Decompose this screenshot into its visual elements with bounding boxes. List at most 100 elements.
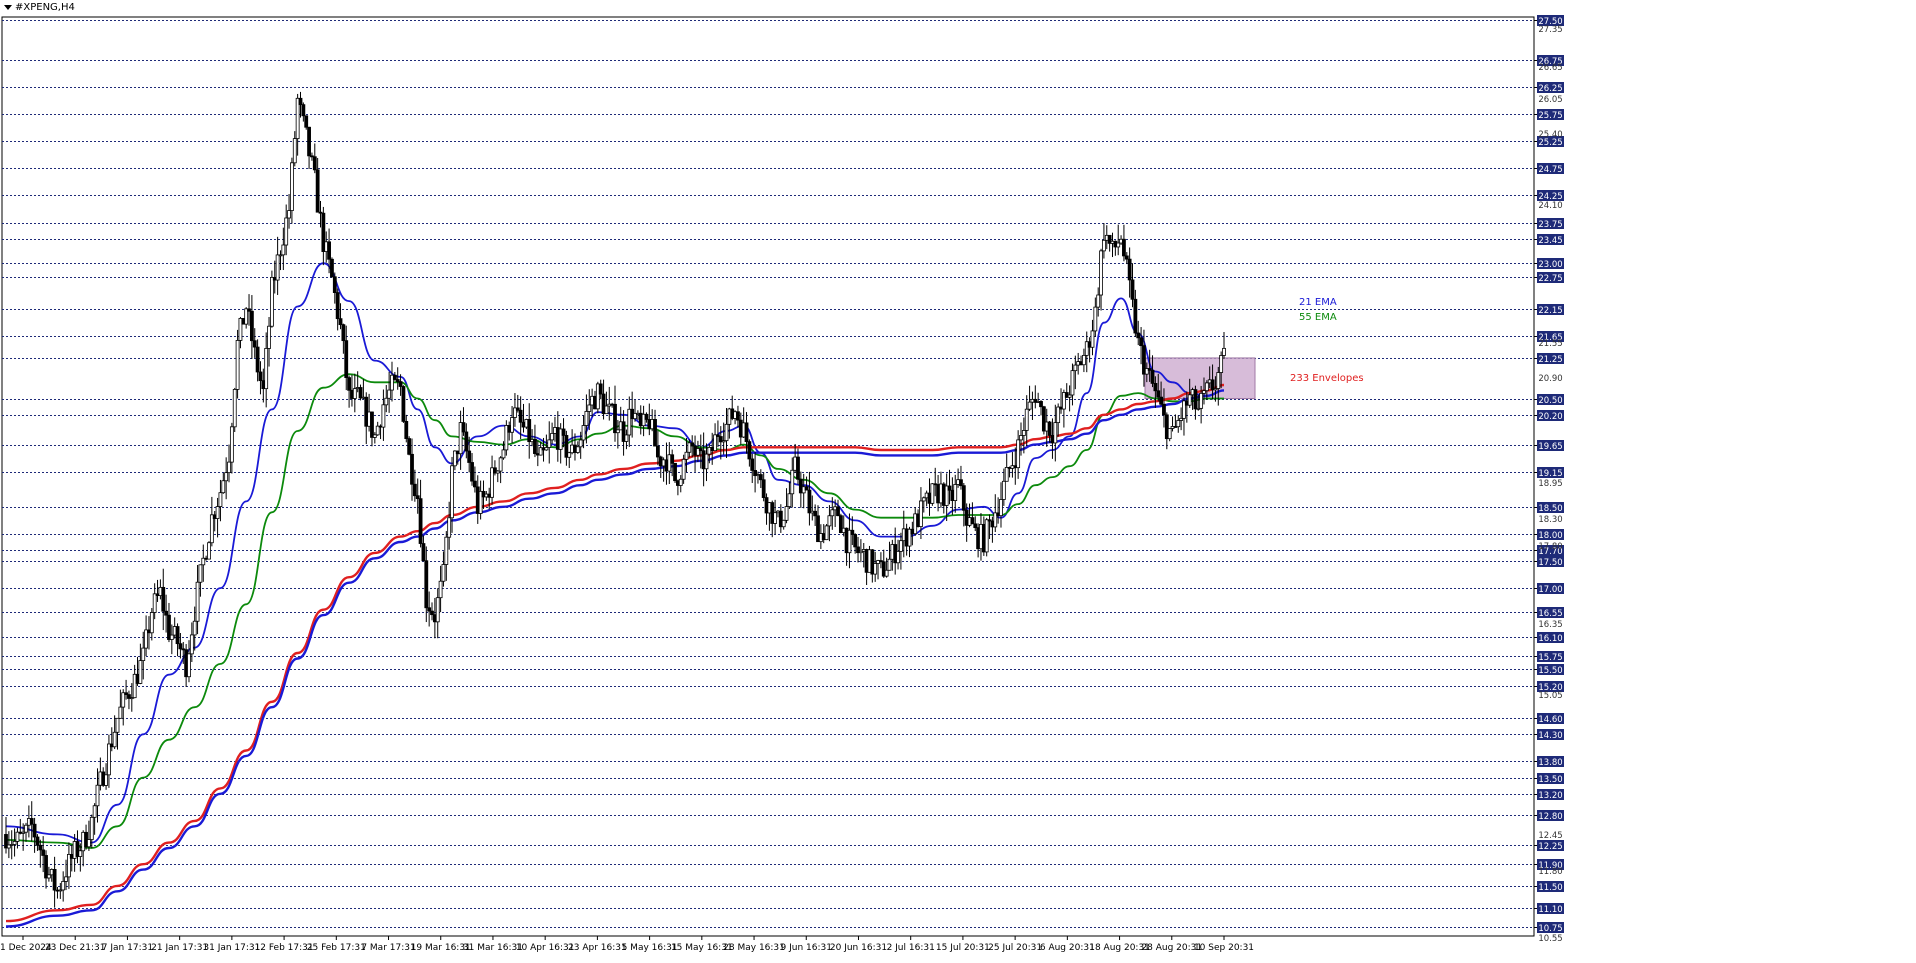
candle-body (1156, 390, 1161, 398)
candle-body (781, 519, 786, 528)
price-label-box (1537, 881, 1564, 892)
y-tick-label: 24.10 (1538, 201, 1562, 211)
candle-body (513, 407, 517, 418)
price-label-box (1537, 651, 1564, 662)
candle-body (1182, 400, 1186, 419)
candle-body (716, 434, 720, 437)
candle-body (504, 425, 509, 451)
y-tick-label: 15.20 (1538, 683, 1562, 693)
candle-body (441, 564, 446, 582)
candle-body (144, 629, 148, 649)
candle-body (1027, 401, 1032, 410)
candle-body (264, 348, 269, 390)
x-tick-label: 11 Dec 2024 (0, 943, 52, 953)
y-tick-label: 11.10 (1538, 905, 1562, 915)
candle-body (1001, 480, 1006, 500)
candle-body (424, 560, 429, 609)
candle-body (15, 831, 20, 842)
candle-body (198, 564, 203, 583)
candle-body (464, 431, 469, 452)
candle-body (1219, 355, 1224, 373)
candle-body (947, 485, 952, 491)
annotation-233-envelopes: 233 Envelopes (1290, 373, 1364, 384)
candle-body (704, 453, 709, 470)
candle-body (879, 560, 883, 563)
candle-body (790, 469, 795, 495)
candle-body (973, 523, 978, 529)
candle-body (501, 449, 506, 459)
candle-body (490, 467, 494, 498)
y-tick-label: 25.40 (1538, 130, 1562, 140)
candle-body (1093, 306, 1098, 332)
candle-body (1016, 439, 1021, 469)
candle-body (881, 561, 886, 577)
candle-body (870, 549, 875, 575)
candle-body (149, 612, 154, 634)
candle-body (796, 456, 800, 480)
price-label-box (1537, 136, 1564, 147)
candle-body (1147, 368, 1152, 371)
candle-body (164, 610, 169, 616)
candle-body (698, 448, 703, 452)
candle-body (187, 653, 191, 678)
candle-body (304, 115, 309, 128)
candle-body (681, 458, 686, 480)
candle-body (578, 439, 583, 448)
x-tick-label: 20 Jun 16:31 (830, 943, 887, 953)
y-tick-label: 12.80 (1538, 812, 1562, 822)
candle-body (307, 126, 311, 157)
y-tick-label: 13.80 (1538, 758, 1562, 768)
candle-body (189, 634, 194, 655)
candle-body (46, 874, 51, 879)
candle-body (9, 844, 14, 846)
y-tick-label: 19.65 (1538, 442, 1562, 452)
candle-body (558, 428, 563, 450)
candle-body (247, 308, 251, 312)
y-tick-label: 13.50 (1538, 775, 1562, 785)
candle-body (175, 626, 180, 645)
candle-body (384, 397, 389, 406)
price-label-box (1537, 810, 1564, 821)
candle-body (284, 217, 289, 246)
candle-body (1199, 392, 1204, 409)
candle-body (444, 536, 449, 565)
candle-body (753, 470, 757, 477)
y-tick-label: 20.50 (1538, 396, 1562, 406)
x-tick-label: 25 Jul 20:31 (988, 943, 1042, 953)
candle-body (1153, 383, 1158, 392)
candle-body (478, 490, 483, 514)
candle-body (1159, 396, 1163, 405)
price-label-box (1537, 789, 1564, 800)
candle-body (450, 465, 454, 519)
candle-body (38, 844, 43, 851)
candle-body (547, 439, 552, 448)
candle-body (761, 479, 766, 498)
x-tick-label: 28 May 16:31 (723, 943, 785, 953)
candle-body (919, 500, 923, 527)
candle-body (595, 383, 600, 410)
candle-body (518, 409, 523, 423)
candle-body (567, 452, 572, 458)
candle-body (1164, 414, 1169, 440)
candle-body (107, 743, 111, 776)
candle-body (32, 823, 37, 838)
chevron-down-icon[interactable] (4, 5, 12, 10)
price-label-box (1537, 218, 1564, 229)
candle-body (75, 841, 80, 857)
candle-body (550, 432, 554, 441)
y-tick-label: 25.25 (1538, 138, 1562, 148)
candle-body (787, 493, 792, 507)
candle-body (858, 550, 863, 554)
price-label-box (1537, 258, 1564, 269)
candle-body (836, 506, 840, 517)
candle-body (418, 498, 423, 544)
candle-body (127, 694, 131, 699)
candle-body (370, 411, 374, 438)
candle-body (21, 831, 26, 834)
candle-body (438, 580, 443, 599)
price-label-box (1537, 681, 1564, 692)
candle-body (944, 485, 949, 506)
candle-body (1082, 354, 1086, 366)
candle-body (624, 434, 629, 442)
